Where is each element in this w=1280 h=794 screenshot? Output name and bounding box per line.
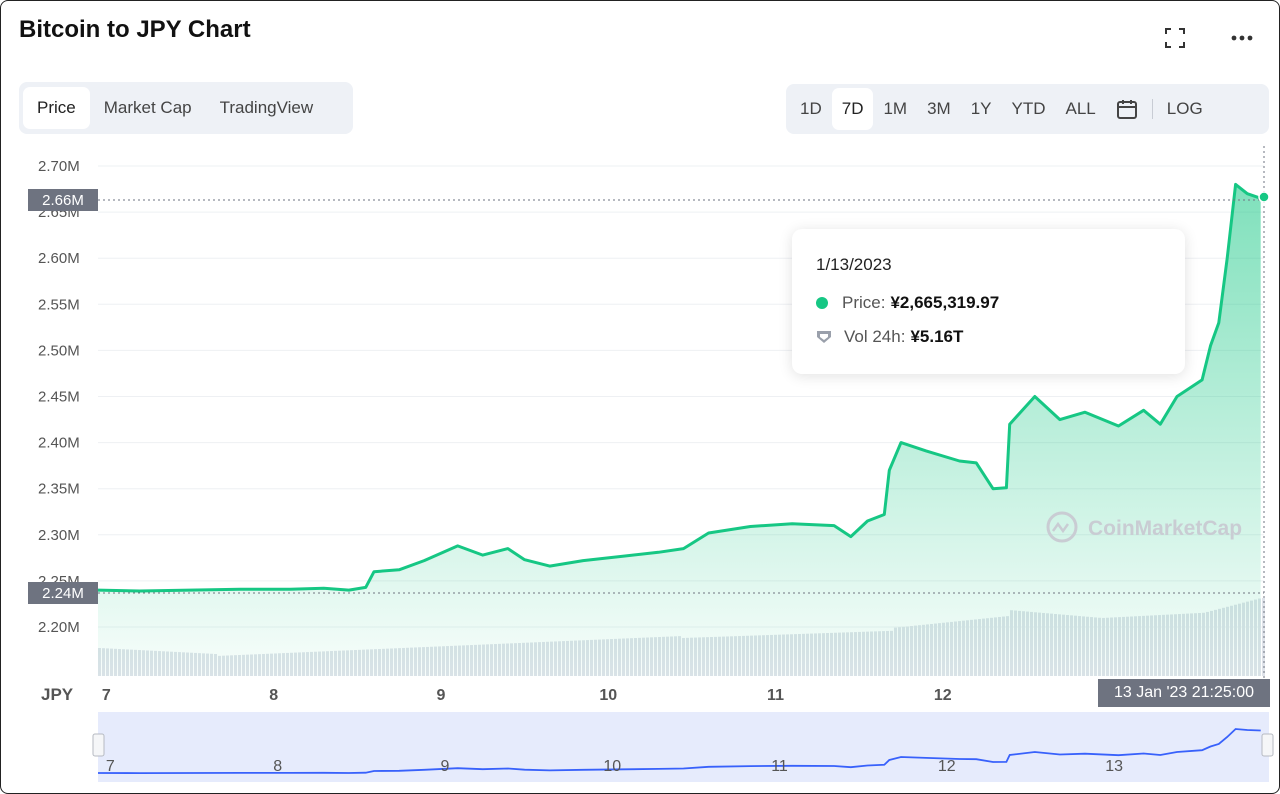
x-tick-label: 11	[767, 687, 784, 704]
log-toggle[interactable]: LOG	[1166, 99, 1203, 118]
y-tick-label: 2.70M	[38, 158, 80, 175]
navigator-tick-label: 11	[771, 758, 788, 775]
x-tick-label: 10	[599, 687, 617, 704]
y-tick-label: 2.40M	[38, 435, 80, 452]
currency-label: JPY	[41, 685, 74, 704]
navigator-tick-label: 7	[106, 758, 115, 775]
svg-text:CoinMarketCap: CoinMarketCap	[1088, 517, 1242, 540]
y-tick-label: 2.55M	[38, 296, 80, 313]
tooltip-price-label: Price:	[842, 293, 886, 312]
navigator-handle-right[interactable]	[1261, 733, 1274, 757]
x-tick-label: 12	[934, 687, 952, 704]
range-tabs: 1D 7D 1M 3M 1Y YTD ALL LOG	[786, 84, 1269, 134]
more-icon[interactable]	[1227, 23, 1257, 53]
navigator-line	[97, 728, 1261, 775]
navigator-tick-label: 8	[273, 758, 282, 775]
navigator-bg	[98, 712, 1269, 782]
x-tick-label: 9	[436, 687, 445, 704]
price-line	[97, 182, 1262, 593]
volume-icon	[816, 330, 832, 344]
low-price-tag: 2.24M	[28, 582, 98, 604]
tab-tradingview[interactable]: TradingView	[219, 98, 314, 117]
navigator-tick-label: 12	[938, 758, 956, 775]
range-1y[interactable]: 1Y	[970, 99, 992, 118]
y-tick-label: 2.20M	[38, 619, 80, 636]
range-ytd[interactable]: YTD	[1011, 99, 1046, 118]
high-price-tag: 2.66M	[28, 189, 98, 211]
y-tick-label: 2.45M	[38, 389, 80, 406]
green-dot-icon	[816, 297, 828, 309]
tooltip: 1/13/2023 Price: ¥2,665,319.97 Vol 24h: …	[792, 229, 1185, 374]
divider	[1151, 99, 1153, 119]
time-tag: 13 Jan '23 21:25:00	[1098, 679, 1270, 707]
range-7d[interactable]: 7D	[831, 88, 874, 130]
fullscreen-icon[interactable]	[1160, 23, 1190, 53]
x-tick-label: 7	[102, 687, 111, 704]
range-3m[interactable]: 3M	[927, 99, 951, 118]
range-1d[interactable]: 1D	[800, 99, 822, 118]
tooltip-volume-row: Vol 24h: ¥5.16T	[816, 327, 963, 347]
tab-market-cap[interactable]: Market Cap	[103, 98, 192, 117]
navigator-tick-label: 10	[603, 758, 621, 775]
tooltip-date: 1/13/2023	[816, 255, 892, 274]
tooltip-price-value: ¥2,665,319.97	[890, 293, 1000, 312]
y-tick-label: 2.30M	[38, 527, 80, 544]
y-tick-label: 2.35M	[38, 481, 80, 498]
tooltip-volume-label: Vol 24h:	[844, 327, 906, 346]
navigator-tick-label: 13	[1105, 758, 1123, 775]
price-area	[98, 184, 1261, 676]
calendar-icon[interactable]	[1106, 88, 1148, 130]
range-1m[interactable]: 1M	[883, 99, 908, 118]
tab-price[interactable]: Price	[23, 87, 90, 129]
y-tick-label: 2.60M	[38, 250, 80, 267]
x-tick-label: 8	[269, 687, 278, 704]
chart-title: Bitcoin to JPY Chart	[19, 16, 251, 43]
navigator-tick-label: 9	[440, 758, 449, 775]
tooltip-volume-value: ¥5.16T	[910, 327, 964, 346]
range-all[interactable]: ALL	[1065, 99, 1096, 118]
navigator-handle-left[interactable]	[92, 733, 105, 757]
tooltip-price-row: Price: ¥2,665,319.97	[816, 293, 999, 313]
hover-point	[1258, 191, 1270, 203]
y-tick-label: 2.50M	[38, 342, 80, 359]
chart-type-tabs: Price Market Cap TradingView	[19, 82, 353, 134]
watermark: CoinMarketCap	[1046, 511, 1242, 543]
